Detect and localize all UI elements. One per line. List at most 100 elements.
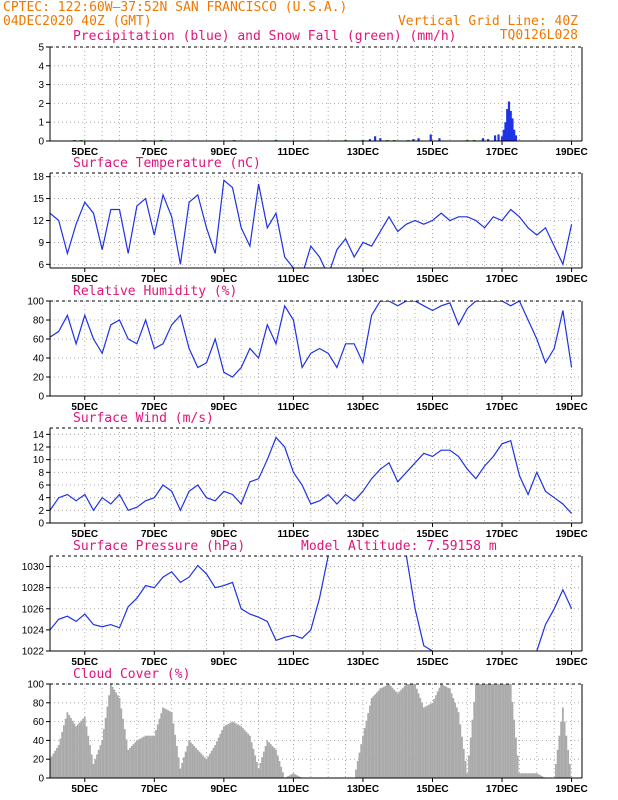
cloud-bar (494, 684, 496, 778)
precip-bar (481, 138, 485, 141)
cloud-bar (528, 773, 531, 778)
cloud-bar (207, 756, 210, 778)
y-tick-label: 1022 (22, 647, 45, 658)
cloud-bar (153, 735, 156, 778)
cloud-bar (355, 769, 357, 778)
cloud-bar (414, 684, 416, 778)
x-tick-label: 17DEC (486, 657, 518, 668)
y-tick-label: 0 (38, 137, 44, 148)
cloud-bar (461, 736, 463, 778)
cloud-bar (132, 744, 135, 778)
cloud-bar (262, 751, 265, 778)
y-tick-label: 12 (33, 216, 45, 227)
cloud-bar (367, 713, 370, 778)
cloud-bar (408, 684, 411, 778)
cloud-bar (160, 713, 163, 778)
cloud-bar (181, 762, 184, 778)
y-tick-label: 2 (38, 506, 44, 517)
y-tick-label: 0 (38, 774, 44, 785)
cloud-bar (255, 762, 258, 778)
x-tick-label: 15DEC (416, 784, 448, 795)
x-tick-label: 13DEC (347, 402, 379, 413)
y-tick-label: 80 (33, 698, 45, 709)
cloud-bar (64, 718, 67, 778)
cloud-bar (485, 684, 488, 778)
cloud-bar (156, 724, 159, 778)
cloud-bar (379, 688, 382, 778)
y-tick-label: 2 (38, 99, 44, 110)
cloud-bar (563, 721, 566, 778)
precip-bar (507, 101, 511, 141)
cloud-bar (130, 746, 133, 778)
cloud-bar (560, 721, 563, 778)
cloud-bar (129, 747, 131, 778)
cloud-bar (450, 693, 453, 778)
cloud-bar (257, 768, 260, 778)
precip-bar (368, 139, 371, 141)
cloud-bar (521, 773, 524, 778)
cloud-bar (149, 735, 152, 778)
cloud-bar (50, 756, 53, 778)
cloud-bar (520, 773, 523, 778)
cloud-bar (476, 684, 479, 778)
y-tick-label: 60 (33, 335, 45, 346)
cloud-bar (396, 693, 399, 778)
cloud-bar (222, 726, 225, 778)
cloud-bar (448, 688, 451, 778)
panel-data (50, 179, 573, 268)
cloud-bar (85, 726, 88, 778)
cloud-bar (561, 707, 564, 778)
cloud-bar (174, 734, 177, 778)
cloud-bar (567, 749, 569, 778)
y-tick-label: 6 (38, 260, 44, 271)
cloud-bar (445, 686, 448, 778)
cloud-bar (511, 701, 514, 778)
x-tick-label: 11DEC (278, 657, 310, 668)
precip-bar (379, 138, 382, 141)
x-tick-label: 7DEC (141, 657, 168, 668)
cloud-bar (233, 722, 236, 778)
cloud-bar (243, 730, 246, 778)
cloud-bar (475, 684, 477, 778)
cloud-bar (172, 723, 175, 778)
cloud-bar (534, 773, 536, 778)
cloud-bar (269, 744, 272, 778)
x-tick-label: 15DEC (416, 402, 448, 413)
precip-bar (438, 138, 441, 141)
y-tick-label: 1030 (22, 562, 45, 573)
cloud-bar (92, 763, 95, 778)
x-tick-label: 9DEC (211, 274, 238, 285)
cloud-bar (535, 773, 538, 778)
panel-2: 6 9 12 15 18 5DEC 7DEC 9DEC 11DEC 13DEC 15DEC 17DEC… (33, 156, 588, 285)
x-tick-label: 5DEC (71, 402, 98, 413)
cloud-bar (462, 748, 465, 778)
cloud-bar (200, 753, 203, 778)
cloud-bar (96, 754, 98, 778)
cloud-bar (389, 685, 392, 778)
cloud-bar (116, 695, 119, 778)
cloud-bar (104, 717, 107, 778)
cloud-bar (424, 706, 427, 778)
cloud-bar (229, 722, 232, 778)
cloud-bar (106, 706, 109, 778)
panel-title: Cloud Cover (%) (73, 667, 190, 682)
cloud-bar (287, 776, 290, 778)
precip-bar (487, 139, 490, 141)
cloud-bar (254, 755, 257, 778)
y-tick-label: 80 (33, 316, 45, 327)
cloud-bar (454, 702, 456, 778)
panel-5: 1022 1024 1026 1028 1030 5DEC 7DEC 9DEC 11DEC 13D… (22, 539, 588, 668)
cloud-bar (527, 773, 530, 778)
cloud-bar (209, 753, 211, 778)
cloud-bar (435, 695, 437, 778)
cloud-bar (80, 720, 83, 778)
series-line (50, 301, 573, 378)
x-tick-label: 7DEC (141, 402, 168, 413)
y-tick-label: 4 (38, 61, 44, 72)
x-tick-label: 11DEC (278, 147, 310, 158)
cloud-bar (473, 701, 476, 778)
cloud-bar (83, 716, 86, 778)
x-tick-label: 5DEC (71, 784, 98, 795)
cloud-bar (271, 746, 274, 778)
